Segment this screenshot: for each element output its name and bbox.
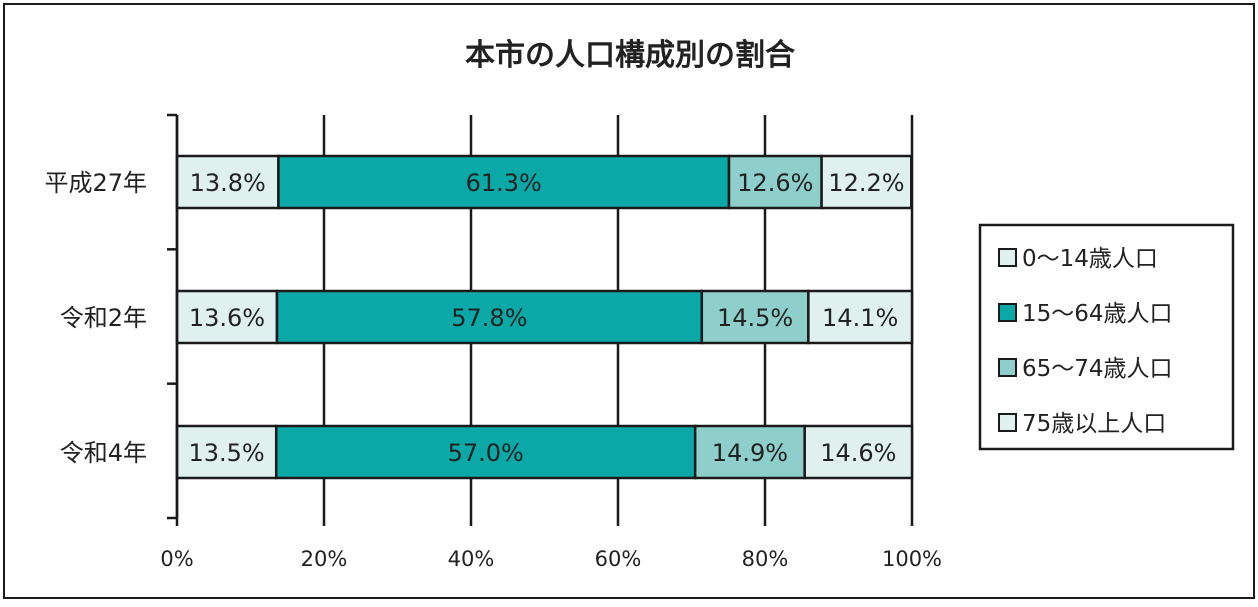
data-label: 14.1% [822, 304, 898, 332]
bar-segment [820, 154, 913, 210]
legend-swatch [998, 413, 1017, 432]
legend-swatch [998, 248, 1017, 267]
x-tick-label: 0% [160, 547, 193, 571]
legend-label: 0～14歳人口 [1022, 246, 1158, 272]
chart-title: 本市の人口構成別の割合 [465, 38, 795, 73]
data-label: 13.8% [190, 169, 266, 197]
x-tick-label: 100% [882, 547, 942, 571]
data-label: 61.3% [466, 169, 542, 197]
bar-segment [700, 289, 810, 345]
data-label: 13.6% [189, 304, 265, 332]
legend-box [978, 223, 1235, 451]
legend-label: 15～64歳人口 [1022, 301, 1173, 327]
data-label: 12.6% [737, 169, 813, 197]
category-label: 令和2年 [60, 304, 147, 332]
x-tick-label: 20% [301, 547, 348, 571]
data-label: 14.9% [712, 439, 788, 467]
bar-segment [274, 424, 697, 480]
bar-segment [693, 424, 806, 480]
x-tick-label: 80% [742, 547, 789, 571]
data-label: 13.5% [188, 439, 264, 467]
bar-segment [803, 424, 914, 480]
bars-layer: 13.8% 61.3% 12.6% 12.2% 13.6% 57.8% 14.5% 14.1%… [175, 154, 914, 480]
data-label: 14.5% [717, 304, 793, 332]
bar-segment [727, 154, 823, 210]
bar-segment [175, 289, 279, 345]
category-label: 平成27年 [44, 169, 147, 197]
data-label: 57.0% [448, 439, 524, 467]
x-tick-label: 60% [595, 547, 642, 571]
legend: 0～14歳人口 15～64歳人口 65～74歳人口 75歳以上人口 [978, 223, 1235, 451]
data-label: 12.2% [828, 169, 904, 197]
legend-label: 75歳以上人口 [1022, 411, 1166, 437]
legend-label: 65～74歳人口 [1022, 356, 1173, 382]
category-label: 令和4年 [60, 439, 147, 467]
data-label: 57.8% [451, 304, 527, 332]
x-tick-label: 40% [448, 547, 495, 571]
legend-swatch [998, 303, 1017, 322]
bar-segment [175, 424, 278, 480]
data-label: 14.6% [820, 439, 896, 467]
bar-segment [275, 289, 704, 345]
bar-segment [807, 289, 914, 345]
legend-swatch [998, 358, 1017, 377]
